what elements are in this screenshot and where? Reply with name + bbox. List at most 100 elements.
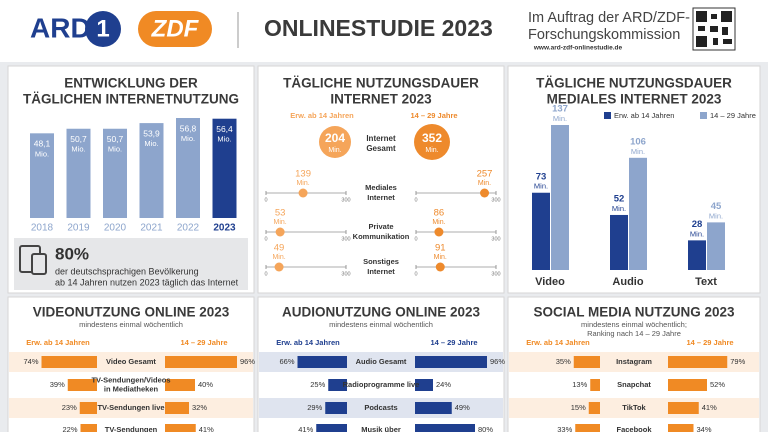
value-label: 15% [571, 403, 586, 412]
unit-label: Mio. [108, 145, 122, 154]
tick-label: 0 [414, 271, 417, 277]
legend-label: Erw. ab 14 Jahren [290, 111, 354, 120]
chart-title: ENTWICKLUNG DER [64, 76, 198, 91]
bar [139, 123, 164, 218]
bar [103, 128, 127, 218]
tick-label: 300 [341, 236, 350, 242]
tick-label: 300 [491, 197, 500, 203]
row-label: in Mediatheken [104, 384, 159, 393]
value-label: 49 [274, 243, 285, 254]
bar [325, 402, 347, 414]
x-tick-label: 2018 [31, 223, 54, 234]
total-label: Gesamt [366, 144, 396, 153]
value-label: 41% [298, 425, 313, 432]
row-stripe [9, 398, 253, 418]
column-header: Erw. ab 14 Jahren [276, 338, 340, 347]
row-label: Radioprogramme live [343, 380, 420, 389]
qr-code [692, 7, 736, 51]
bar [79, 402, 97, 414]
bar [575, 424, 600, 432]
slider-dot [274, 262, 284, 272]
column-header: Erw. ab 14 Jahren [26, 338, 90, 347]
chart-subtitle: mindestens einmal wöchentlich; [581, 320, 687, 329]
x-tick-label: 2022 [177, 223, 200, 234]
unit-label: Min. [296, 180, 309, 187]
row-label: Video Gesamt [106, 357, 156, 366]
row-label: TikTok [622, 403, 646, 412]
value-label: 96% [240, 357, 255, 366]
row-label: Musik über [361, 425, 401, 432]
row-label: Audio Gesamt [356, 357, 407, 366]
value-label: 41% [199, 425, 214, 432]
slider-dot [275, 227, 285, 237]
value-label: 53,9 [143, 128, 160, 138]
qr-cell [713, 38, 718, 45]
x-tick-label: 2019 [67, 223, 90, 234]
row-label: Instagram [616, 357, 652, 366]
bar [80, 424, 97, 432]
chart-title: VIDEONUTZUNG ONLINE 2023 [33, 305, 230, 320]
value-label: 33% [557, 425, 572, 432]
row-label: TV-Sendungen [105, 425, 158, 432]
zdf-logo-bg [138, 11, 212, 47]
row-label: Mediales [365, 183, 397, 192]
legend-swatch [604, 112, 611, 119]
chart-title: TÄGLICHEN INTERNETNUTZUNG [23, 92, 239, 107]
row-label: Sonstiges [363, 257, 399, 266]
unit-label: Min. [709, 211, 723, 220]
value-label: 137 [552, 104, 568, 115]
value-label: 50,7 [107, 134, 124, 144]
value-label: 32% [192, 403, 207, 412]
chart-title: TÄGLICHE NUTZUNGSDAUER [536, 76, 732, 91]
bar [573, 356, 600, 368]
tick-label: 0 [414, 236, 417, 242]
x-tick-label: Text [695, 276, 717, 288]
value-label: 79% [730, 357, 745, 366]
x-tick-label: 2020 [104, 223, 127, 234]
slider-dot [435, 262, 445, 272]
bar [532, 192, 550, 270]
slider-dot [434, 227, 444, 237]
tick-label: 300 [491, 271, 500, 277]
value-label: 74% [23, 357, 38, 366]
bar [415, 424, 475, 432]
unit-label: Mio. [144, 139, 158, 148]
tick-label: 0 [414, 197, 417, 203]
total-value: 352 [422, 131, 442, 145]
chart-title: MEDIALES INTERNET 2023 [547, 92, 722, 107]
value-label: 50,7 [70, 134, 87, 144]
column-header: 14 – 29 Jahre [180, 338, 227, 347]
chart-subtitle: mindestens einmal wöchentlich [79, 320, 183, 329]
qr-cell [723, 39, 732, 44]
panel [257, 65, 505, 294]
value-label: 80% [478, 425, 493, 432]
value-label: 49% [455, 403, 470, 412]
row-label: TV-Sendungen live [97, 403, 164, 412]
value-label: 56,4 [216, 124, 233, 134]
value-label: 48,1 [34, 139, 51, 149]
unit-label: Min. [612, 204, 626, 213]
value-label: 53 [275, 208, 286, 219]
row-label: Podcasts [364, 403, 397, 412]
row-label: Kommunikation [353, 232, 410, 241]
commission: Forschungskommission [528, 27, 680, 43]
row-label: Private [368, 222, 393, 231]
ard-logo-mark: 1 [96, 15, 109, 42]
legend-label: 14 – 29 Jahre [710, 111, 756, 120]
legend-swatch [700, 112, 707, 119]
value-label: 25% [310, 380, 325, 389]
unit-label: Mio. [35, 149, 49, 158]
chart-subtitle: Ranking nach 14 – 29 Jahre [587, 329, 681, 338]
bar [165, 379, 195, 391]
chart-title: INTERNET 2023 [330, 92, 432, 107]
value-label: 40% [198, 380, 213, 389]
total-bubble [319, 126, 351, 158]
chart-title: AUDIONUTZUNG ONLINE 2023 [282, 305, 481, 320]
total-label: Internet [366, 134, 396, 143]
note-value: 80% [55, 244, 89, 263]
tick-label: 300 [341, 271, 350, 277]
bar [668, 424, 694, 432]
value-label: 39% [50, 380, 65, 389]
note-text: der deutschsprachigen Bevölkerung [55, 266, 199, 276]
row-label: Internet [367, 193, 395, 202]
